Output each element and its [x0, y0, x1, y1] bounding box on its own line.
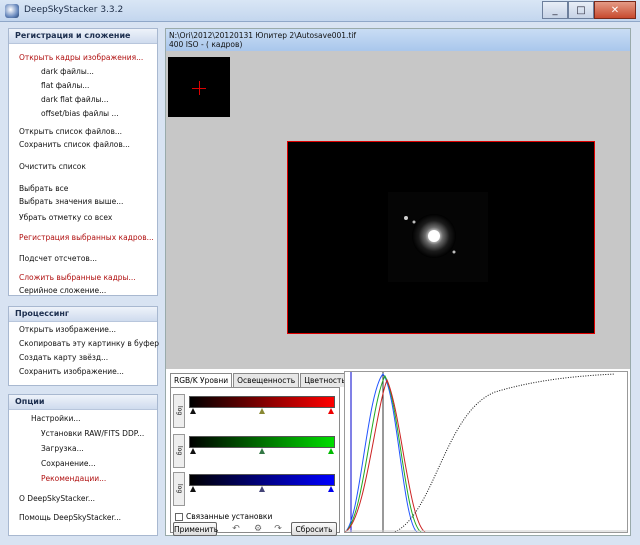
tab-saturation[interactable]: Цветность — [300, 373, 350, 387]
flat-files-link[interactable]: flat файлы... — [41, 81, 90, 90]
main-panel: N:\Ori\2012\20120131 Юпитер 2\Autosave00… — [165, 28, 631, 536]
dark-files-link[interactable]: dark файлы... — [41, 67, 94, 76]
gear-icon[interactable]: ⚙ — [253, 524, 263, 534]
dark-flat-files-link[interactable]: dark flat файлы... — [41, 95, 109, 104]
green-white-point[interactable] — [328, 448, 334, 454]
linked-settings-row[interactable]: Связанные установки — [175, 512, 272, 521]
jupiter-core — [428, 230, 440, 242]
green-midpoint[interactable] — [259, 448, 265, 454]
red-log-toggle[interactable]: log — [173, 394, 185, 428]
stack-checked-link[interactable]: Сложить выбранные кадры... — [19, 273, 136, 282]
blue-histogram — [344, 373, 418, 533]
processing-header: Процессинг — [9, 307, 157, 322]
create-starmask-link[interactable]: Создать карту звёзд... — [19, 353, 109, 362]
close-button[interactable]: ✕ — [594, 1, 636, 19]
redo-icon[interactable]: ↷ — [274, 524, 282, 534]
copy-to-clipboard-link[interactable]: Скопировать эту картинку в буфер — [19, 339, 160, 348]
save-file-list-link[interactable]: Сохранить список файлов... — [19, 140, 130, 149]
red-histogram — [344, 378, 426, 533]
red-black-point[interactable] — [190, 408, 196, 414]
uncheck-all-link[interactable]: Убрать отметку со всех — [19, 213, 113, 222]
raw-fits-settings-link[interactable]: Установки RAW/FITS DDP... — [41, 429, 145, 438]
settings-link[interactable]: Настройки... — [31, 414, 81, 423]
processing-panel: RGB/K Уровни Освещенность Цветность log … — [166, 369, 630, 536]
rgb-levels-panel: log log log Связанные установки — [170, 387, 340, 536]
window-title: DeepSkyStacker 3.3.2 — [24, 5, 124, 15]
options-group: Опции Настройки... Установки RAW/FITS DD… — [8, 394, 158, 536]
save-picture-link[interactable]: Сохранить изображение... — [19, 367, 124, 376]
green-gradient — [189, 436, 335, 448]
moon-3 — [452, 250, 456, 254]
tab-luminance[interactable]: Освещенность — [233, 373, 300, 387]
blue-white-point[interactable] — [328, 486, 334, 492]
help-link[interactable]: Помощь DeepSkyStacker... — [19, 513, 122, 522]
recommendations-link[interactable]: Рекомендации... — [41, 474, 107, 483]
select-above-link[interactable]: Выбрать значения выше... — [19, 197, 124, 206]
red-white-point[interactable] — [328, 408, 334, 414]
title-bar: DeepSkyStacker 3.3.2 _ □ ✕ — [0, 0, 640, 22]
open-file-list-link[interactable]: Открыть список файлов... — [19, 127, 123, 136]
saving-link[interactable]: Сохранение... — [41, 459, 96, 468]
offset-bias-files-link[interactable]: offset/bias файлы ... — [41, 109, 119, 118]
about-link[interactable]: О DeepSkyStacker... — [19, 494, 95, 503]
processing-group: Процессинг Открыть изображение... Скопир… — [8, 306, 160, 386]
file-path: N:\Ori\2012\20120131 Юпитер 2\Autosave00… — [169, 31, 357, 40]
blue-midpoint[interactable] — [259, 486, 265, 492]
registration-group: Регистрация и сложение Открыть кадры изо… — [8, 28, 158, 296]
minimize-button[interactable]: _ — [542, 1, 568, 19]
registration-header: Регистрация и сложение — [9, 29, 157, 44]
reset-button[interactable]: Сбросить — [291, 522, 337, 536]
image-thumbnail[interactable] — [168, 57, 230, 117]
select-all-link[interactable]: Выбрать все — [19, 184, 69, 193]
moon-2 — [412, 220, 416, 224]
level-tabs: RGB/K Уровни Освещенность Цветность — [170, 373, 351, 388]
options-header: Опции — [9, 395, 157, 410]
open-picture-link[interactable]: Открыть изображение... — [19, 325, 117, 334]
apply-button[interactable]: Применить — [173, 522, 218, 536]
undo-icon[interactable]: ↶ — [232, 524, 240, 534]
red-midpoint[interactable] — [259, 408, 265, 414]
image-preview[interactable] — [287, 141, 595, 334]
moon-1 — [404, 216, 408, 220]
linked-settings-label: Связанные установки — [186, 512, 273, 521]
image-canvas — [388, 192, 488, 282]
tab-rgb-levels[interactable]: RGB/K Уровни — [170, 373, 233, 388]
loading-link[interactable]: Загрузка... — [41, 444, 84, 453]
register-checked-link[interactable]: Регистрация выбранных кадров... — [19, 233, 154, 242]
maximize-button[interactable]: □ — [568, 1, 594, 19]
green-log-toggle[interactable]: log — [173, 434, 185, 468]
sidebar: Регистрация и сложение Открыть кадры изо… — [8, 28, 160, 536]
open-light-frames-link[interactable]: Открыть кадры изображения... — [19, 53, 144, 62]
compute-offsets-link[interactable]: Подсчет отсчетов... — [19, 254, 97, 263]
blue-gradient — [189, 474, 335, 486]
linked-settings-checkbox[interactable] — [175, 512, 183, 521]
histogram-panel — [344, 371, 628, 533]
blue-black-point[interactable] — [190, 486, 196, 492]
green-black-point[interactable] — [190, 448, 196, 454]
app-icon — [5, 4, 19, 18]
blue-log-toggle[interactable]: log — [173, 472, 185, 506]
histogram-canvas — [344, 372, 627, 533]
green-histogram — [344, 374, 422, 533]
path-bar: N:\Ori\2012\20120131 Юпитер 2\Autosave00… — [166, 29, 630, 51]
clear-list-link[interactable]: Очистить список — [19, 162, 86, 171]
batch-stacking-link[interactable]: Серийное сложение... — [19, 286, 107, 295]
transfer-curve — [394, 373, 616, 533]
red-gradient — [189, 396, 335, 408]
frame-info: 400 ISO - ( кадров) — [169, 40, 243, 49]
app-frame: Регистрация и сложение Открыть кадры изо… — [0, 22, 640, 545]
